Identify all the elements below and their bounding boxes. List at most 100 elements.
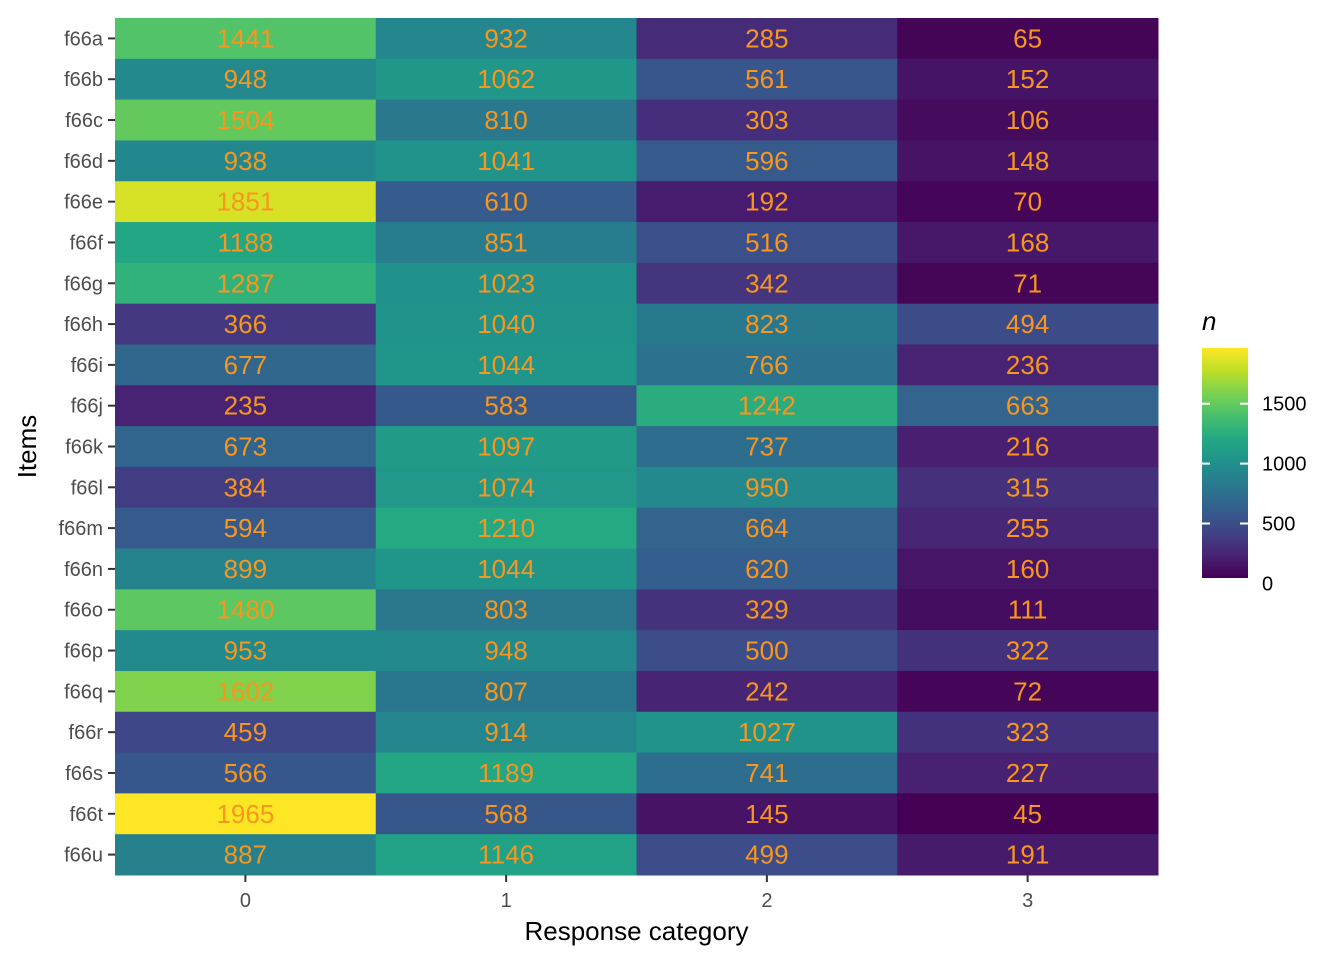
heatmap-cell [115, 181, 377, 223]
cell-value-label: 1441 [216, 23, 274, 53]
cell-value-label: 594 [224, 513, 267, 543]
heatmap-cell [375, 630, 637, 672]
cell-value-label: 499 [745, 840, 788, 870]
heatmap-cell [636, 670, 898, 713]
y-tick-label: f66r [69, 722, 104, 744]
cell-value-label: 70 [1013, 187, 1042, 217]
cell-value-label: 329 [745, 595, 788, 625]
heatmap-cell [636, 507, 898, 550]
cell-value-label: 1504 [216, 105, 274, 135]
heatmap-cell [115, 507, 377, 550]
heatmap-cell [375, 58, 637, 101]
heatmap-cell [375, 507, 637, 550]
y-tick-label: f66n [64, 559, 103, 581]
cell-value-label: 950 [745, 472, 788, 502]
heatmap-cell [636, 181, 898, 223]
cell-value-label: 323 [1006, 717, 1049, 747]
cell-value-label: 677 [224, 350, 267, 380]
heatmap-cell [636, 466, 898, 509]
heatmap-cell [897, 344, 1159, 386]
heatmap-cell [115, 303, 377, 345]
cell-value-label: 1188 [217, 227, 273, 257]
heatmap-cell [375, 99, 637, 141]
cell-value-label: 236 [1006, 350, 1049, 380]
heatmap-cell [636, 426, 898, 468]
heatmap-cell [375, 262, 637, 305]
y-tick-label: f66a [64, 28, 104, 50]
cell-value-label: 583 [484, 391, 527, 421]
cell-value-label: 1287 [216, 268, 274, 298]
cell-value-label: 322 [1006, 636, 1049, 666]
y-tick-label: f66h [64, 314, 103, 336]
cell-value-label: 1023 [477, 268, 535, 298]
heatmap-cell [115, 140, 377, 182]
heatmap-cell [375, 466, 637, 509]
heatmap-cell [897, 670, 1159, 713]
legend-title: n [1202, 306, 1216, 336]
y-tick-label: f66b [64, 69, 103, 91]
cell-value-label: 851 [484, 227, 527, 257]
cell-value-label: 366 [224, 309, 267, 339]
heatmap-cell [897, 58, 1159, 101]
legend-tick-label: 1500 [1262, 394, 1307, 416]
legend-tick-label: 500 [1262, 513, 1295, 535]
heatmap-cell [897, 222, 1159, 264]
y-tick-label: f66l [71, 477, 103, 499]
cell-value-label: 1242 [738, 391, 796, 421]
heatmap-cell [115, 670, 377, 713]
cell-value-label: 285 [745, 23, 788, 53]
legend-ticks: 0 500 1000 1500 [1202, 394, 1307, 595]
heatmap-cell [375, 711, 637, 754]
heatmap-cell [636, 834, 898, 876]
heatmap-cell [115, 548, 377, 590]
y-tick-label: f66t [70, 804, 104, 826]
cell-value-label: 1851 [216, 187, 274, 217]
cell-value-label: 1146 [478, 840, 534, 870]
heatmap-cell [897, 711, 1159, 754]
cell-value-label: 1965 [216, 799, 274, 829]
heatmap-cell [897, 752, 1159, 794]
heatmap-cell [115, 262, 377, 305]
heatmap-cell [115, 793, 377, 835]
cell-value-label: 71 [1013, 268, 1042, 298]
cell-value-label: 315 [1006, 472, 1049, 502]
y-tick-label: f66o [64, 600, 103, 622]
heatmap-cell [636, 222, 898, 264]
heatmap-cell [115, 58, 377, 101]
heatmap-cell [375, 18, 637, 60]
cell-value-label: 1044 [477, 350, 535, 380]
y-axis: f66a f66b f66c f66d f66e f66f f66g f66h f66i f66j… [59, 28, 115, 867]
heatmap-cell [636, 589, 898, 631]
heatmap-cell [897, 385, 1159, 427]
heatmap-cell [636, 630, 898, 672]
cell-value-label: 663 [1006, 391, 1049, 421]
y-tick-label: f66p [64, 641, 103, 663]
cell-value-label: 807 [484, 676, 527, 706]
heatmap-cell [375, 548, 637, 590]
cell-value-label: 1189 [478, 758, 534, 788]
cell-value-label: 914 [484, 717, 527, 747]
heatmap-cell [636, 344, 898, 386]
cell-value-label: 803 [484, 595, 527, 625]
cell-value-label: 65 [1013, 23, 1042, 53]
y-tick-label: f66g [64, 273, 103, 295]
y-tick-label: f66u [64, 845, 103, 867]
cell-value-label: 610 [484, 187, 527, 217]
heatmap-cell [636, 99, 898, 141]
cell-value-label: 810 [484, 105, 527, 135]
heatmap-cell [636, 140, 898, 182]
cell-labels: 1441 932 285 65 948 1062 561 152 1504 810 303 106 93… [216, 23, 1049, 869]
cell-value-label: 1480 [216, 595, 274, 625]
heatmap-cell [115, 222, 377, 264]
heatmap-cell [636, 58, 898, 101]
cell-value-label: 242 [745, 676, 788, 706]
heatmap-cell [897, 18, 1159, 60]
heatmap-cell [897, 140, 1159, 182]
heatmap-cell [375, 181, 637, 223]
cell-value-label: 1040 [477, 309, 535, 339]
heatmap-cell [375, 303, 637, 345]
cell-value-label: 953 [224, 636, 267, 666]
heatmap-cell [897, 630, 1159, 672]
heatmap-cell [375, 385, 637, 427]
